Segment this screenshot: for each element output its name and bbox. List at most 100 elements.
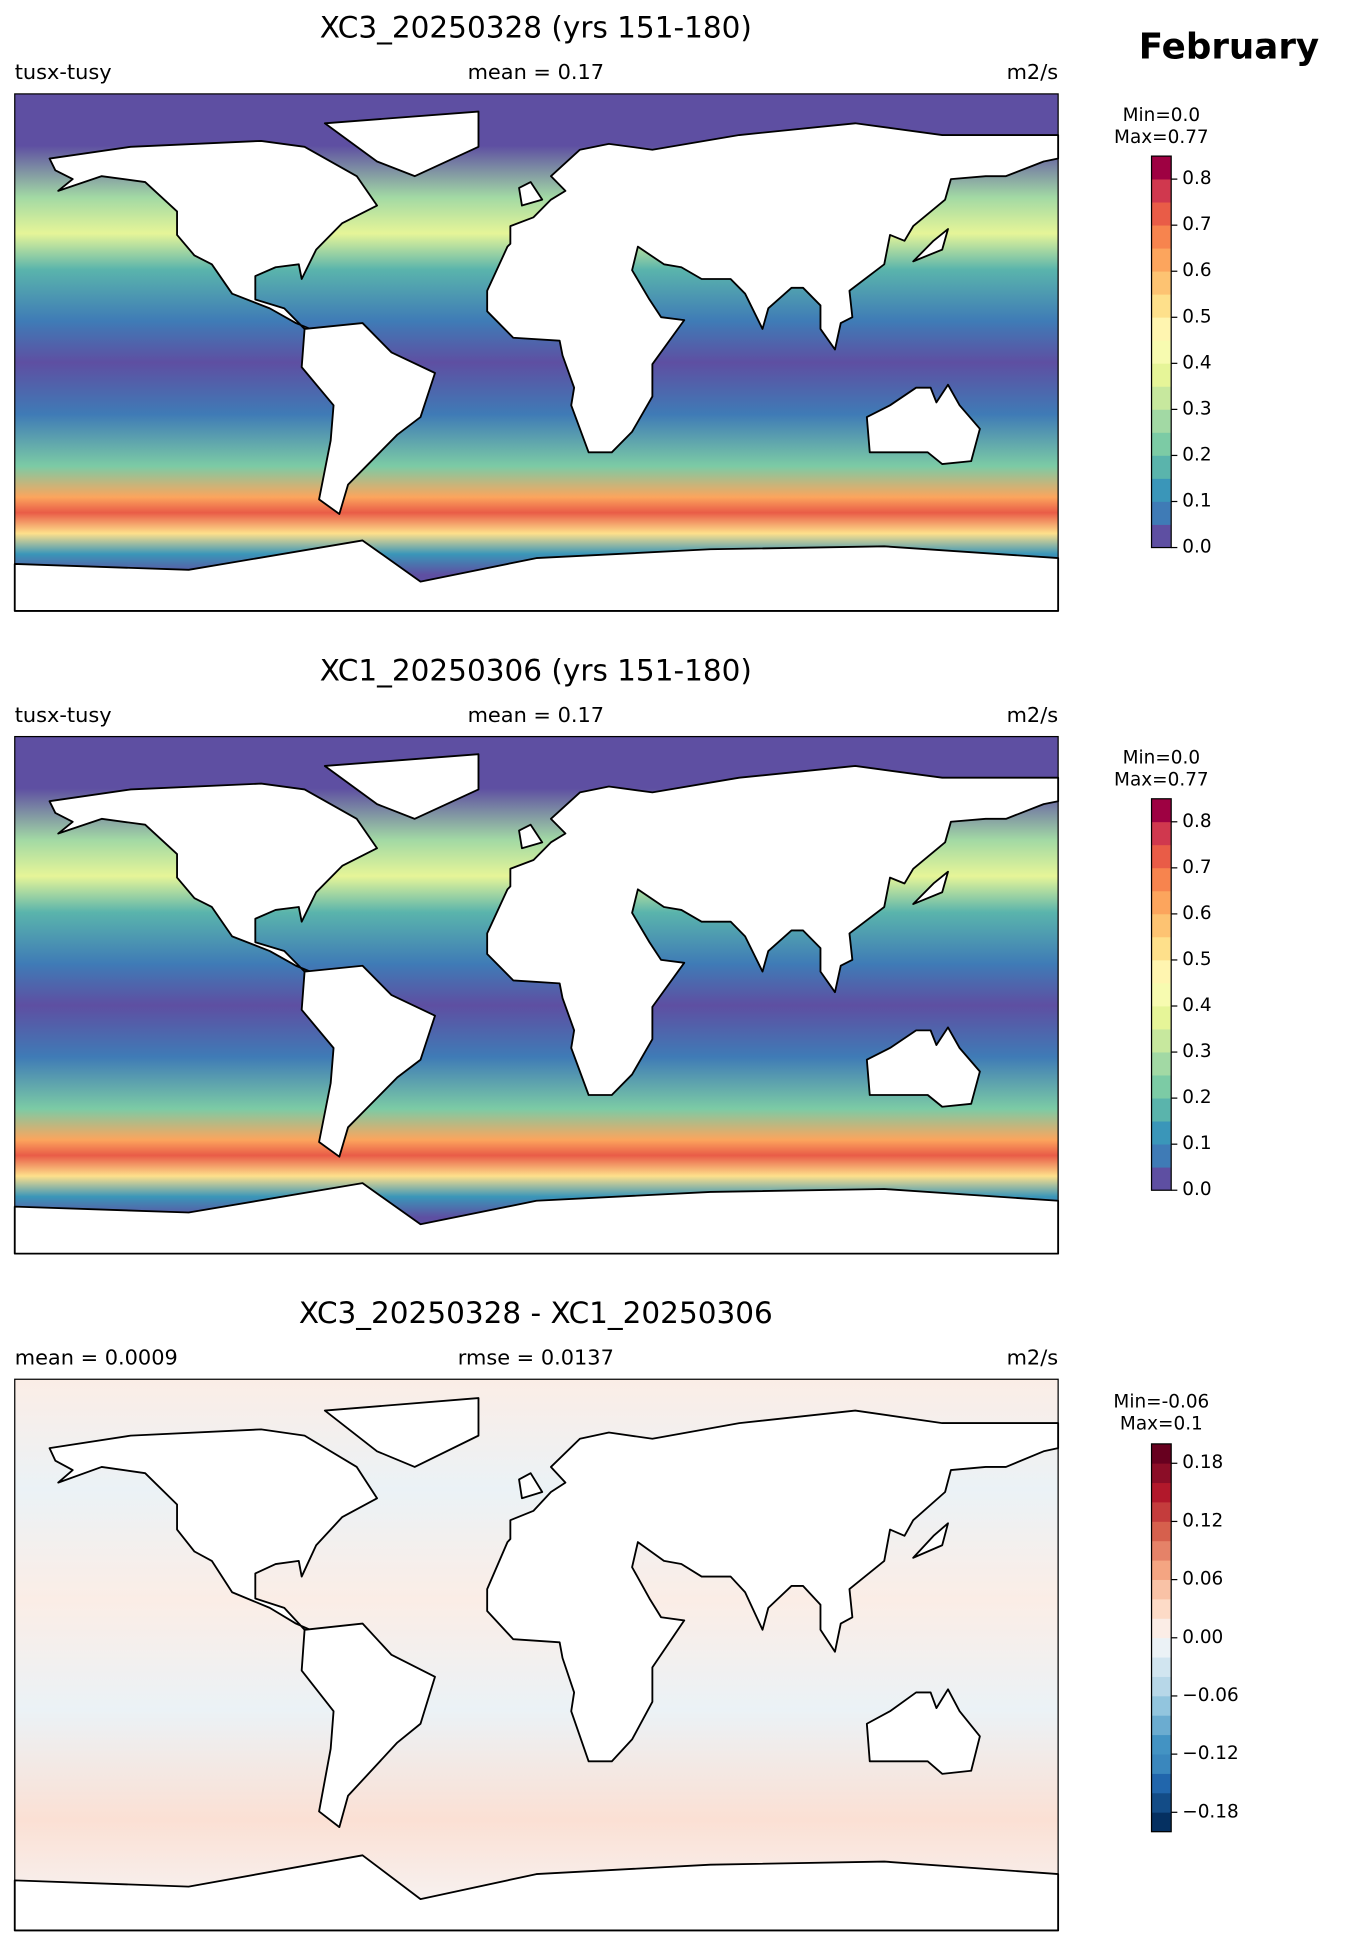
land — [912, 228, 949, 263]
right-label: m2/s — [1007, 1346, 1059, 1370]
land — [865, 1688, 981, 1775]
colorbar-level — [1151, 1167, 1172, 1191]
colorbar-level — [1151, 821, 1172, 846]
colorbar-max-label: Max=0.77 — [1114, 127, 1209, 148]
land — [486, 765, 1060, 1096]
figure-title: February — [1139, 27, 1319, 68]
colorbar-max-label: Max=0.1 — [1120, 1413, 1203, 1434]
colorbar-level — [1151, 1443, 1172, 1464]
colorbar-tick-label: −0.12 — [1182, 1743, 1238, 1764]
left-label: tusx-tusy — [15, 60, 112, 84]
colorbar-level — [1151, 1144, 1172, 1168]
colorbar-level — [1151, 156, 1172, 180]
colorbar-level — [1151, 844, 1172, 869]
land — [486, 122, 1060, 454]
map-frame — [14, 735, 1059, 1255]
colorbar-level — [1151, 1098, 1172, 1122]
right-label: m2/s — [1007, 60, 1059, 84]
left-label: tusx-tusy — [15, 703, 112, 727]
colorbar-level — [1151, 501, 1172, 525]
colorbar-level — [1151, 202, 1172, 226]
colorbar-min-label: Min=-0.06 — [1113, 1391, 1209, 1412]
colorbar-min-label: Min=0.0 — [1123, 748, 1200, 769]
colorbar-tick-label: 0.0 — [1182, 1179, 1211, 1200]
colorbar-level — [1151, 1560, 1172, 1580]
colorbar-level — [1151, 1754, 1172, 1774]
land — [486, 1409, 1060, 1763]
land — [912, 870, 949, 905]
colorbar-level — [1151, 294, 1172, 318]
panel-title: XC1_20250306 (yrs 151-180) — [320, 654, 752, 688]
colorbar-level — [1151, 363, 1172, 387]
land — [300, 964, 436, 1158]
land — [323, 753, 480, 820]
colorbar-level — [1151, 1812, 1172, 1833]
colorbar-level — [1151, 798, 1172, 823]
land — [300, 1622, 436, 1829]
land — [300, 322, 436, 515]
colorbar-tick-label: 0.1 — [1182, 1133, 1211, 1154]
colorbar-level — [1151, 959, 1172, 984]
colorbar-level — [1151, 1121, 1172, 1145]
colorbar-level — [1151, 432, 1172, 456]
colorbar-level — [1151, 1502, 1172, 1522]
colorbar-level — [1151, 1075, 1172, 1099]
land — [865, 383, 981, 465]
colorbar-level — [1151, 455, 1172, 479]
colorbar-level — [1151, 1006, 1172, 1030]
colorbar-level — [1151, 1599, 1172, 1619]
colorbar-level — [1151, 1734, 1172, 1755]
colorbar-tick-label: 0.5 — [1182, 306, 1211, 327]
colorbar-tick-label: 0.7 — [1182, 214, 1211, 235]
land — [518, 181, 544, 207]
colorbar-level — [1151, 340, 1172, 364]
colorbar-level — [1151, 409, 1172, 433]
colorbar-level — [1151, 1657, 1172, 1677]
colorbar-tick-label: 0.6 — [1182, 903, 1211, 924]
colorbar-tick-label: 0.00 — [1182, 1627, 1223, 1648]
colorbar-tick-label: 0.8 — [1182, 811, 1211, 832]
colorbar-tick-label: −0.06 — [1182, 1685, 1238, 1706]
colorbar-level — [1151, 179, 1172, 203]
center-label: mean = 0.17 — [468, 703, 604, 727]
colorbar-frame — [1150, 155, 1172, 549]
colorbar-tick-label: 0.1 — [1182, 491, 1211, 512]
colorbar-tick-label: 0.0 — [1182, 537, 1211, 558]
colorbar-tick-label: 0.2 — [1182, 1087, 1211, 1108]
colorbar-tick-label: 0.2 — [1182, 444, 1211, 465]
map-frame — [14, 93, 1059, 612]
colorbar-level — [1151, 478, 1172, 502]
center-label: mean = 0.17 — [468, 60, 604, 84]
land — [518, 823, 544, 850]
panel-title: XC3_20250328 - XC1_20250306 — [299, 1296, 773, 1330]
colorbar-level — [1151, 1521, 1172, 1542]
colorbar-level — [1151, 936, 1172, 961]
land — [323, 1397, 480, 1468]
colorbar-level — [1151, 1695, 1172, 1716]
colorbar-level — [1151, 1463, 1172, 1484]
colorbar-level — [1151, 248, 1172, 272]
colorbar-level — [1151, 271, 1172, 295]
colorbar-tick-label: 0.8 — [1182, 168, 1211, 189]
land — [912, 1522, 949, 1559]
colorbar-level — [1151, 386, 1172, 410]
colorbar-level — [1151, 1579, 1172, 1600]
colorbar-level — [1151, 1618, 1172, 1639]
colorbar-level — [1151, 913, 1172, 938]
colorbar-level — [1151, 1052, 1172, 1076]
panel-title: XC3_20250328 (yrs 151-180) — [320, 11, 752, 45]
colorbar-tick-label: 0.18 — [1182, 1452, 1223, 1473]
colorbar-level — [1151, 890, 1172, 915]
colorbar-level — [1151, 1482, 1172, 1503]
colorbar-level — [1151, 1773, 1172, 1794]
left-label: mean = 0.0009 — [15, 1346, 178, 1370]
land — [865, 1026, 981, 1108]
colorbar-tick-label: 0.6 — [1182, 260, 1211, 281]
colorbar-tick-label: 0.3 — [1182, 1041, 1211, 1062]
colorbar-level — [1151, 1637, 1172, 1658]
colorbar-level — [1151, 317, 1172, 341]
colorbar-level — [1151, 1792, 1172, 1813]
colorbar-tick-label: 0.4 — [1182, 995, 1211, 1016]
map-frame — [14, 1378, 1059, 1932]
